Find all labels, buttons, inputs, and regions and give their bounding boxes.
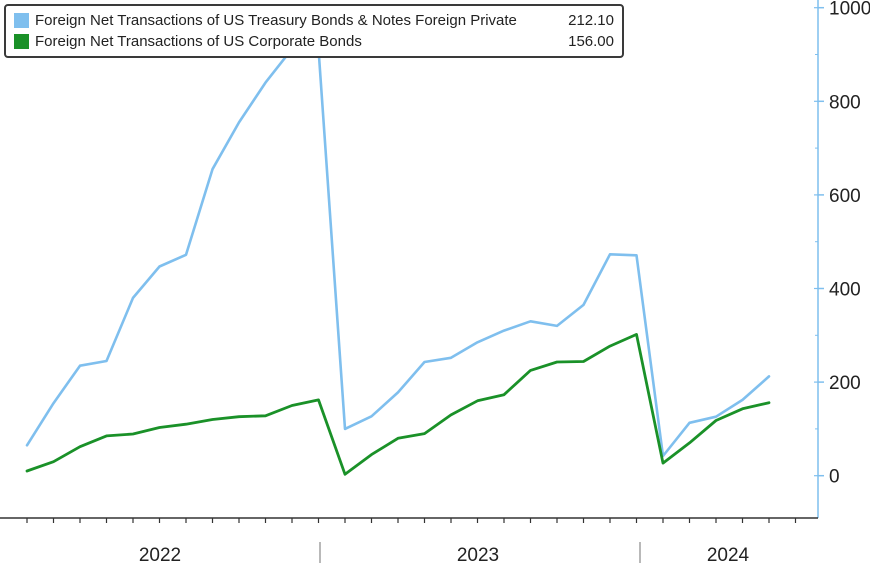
series-line-treasury <box>25 47 771 458</box>
y-tick-label: 800 <box>829 92 861 113</box>
x-year-label: 2022 <box>139 545 181 563</box>
y-tick-label: 1000 <box>829 0 870 20</box>
y-tick-label: 600 <box>829 186 861 207</box>
legend-entry-treasury: Foreign Net Transactions of US Treasury … <box>14 10 614 31</box>
y-tick-label: 400 <box>829 280 861 301</box>
chart-legend: Foreign Net Transactions of US Treasury … <box>4 4 624 58</box>
y-tick-label: 200 <box>829 373 861 394</box>
legend-swatch-treasury <box>14 13 29 28</box>
x-year-label: 2023 <box>457 545 499 563</box>
legend-label-treasury: Foreign Net Transactions of US Treasury … <box>35 12 517 29</box>
legend-value-treasury: 212.10 <box>568 12 614 29</box>
legend-value-corporate: 156.00 <box>568 33 614 50</box>
x-year-label: 2024 <box>707 545 750 563</box>
legend-entry-corporate: Foreign Net Transactions of US Corporate… <box>14 31 614 52</box>
legend-label-corporate: Foreign Net Transactions of US Corporate… <box>35 33 362 50</box>
legend-swatch-corporate <box>14 34 29 49</box>
series-line-corporate <box>25 332 771 476</box>
y-tick-label: 0 <box>829 467 840 488</box>
